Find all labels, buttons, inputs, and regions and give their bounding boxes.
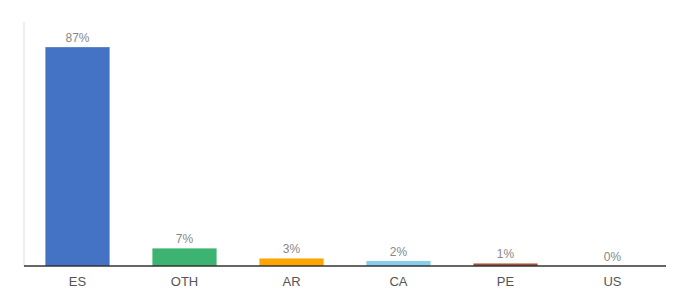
chart: 87% 7% 3% 2% 1% 0% ES OTH AR CA PE US — [0, 0, 680, 300]
data-label: 0% — [604, 250, 622, 264]
data-label: 2% — [390, 245, 408, 259]
x-tick-labels: ES OTH AR CA PE US — [69, 274, 622, 289]
data-label: 87% — [65, 31, 89, 45]
bar — [259, 258, 323, 266]
data-label: 1% — [497, 247, 515, 261]
x-tick-label: CA — [389, 274, 407, 289]
y-axis-line — [24, 22, 25, 266]
bar — [366, 261, 430, 266]
bar — [152, 248, 216, 266]
plot-area — [24, 22, 538, 266]
bar — [45, 47, 109, 266]
x-tick-label: ES — [69, 274, 87, 289]
bars — [45, 47, 537, 266]
chart-container: 87% 7% 3% 2% 1% 0% ES OTH AR CA PE US — [0, 0, 680, 300]
data-label: 3% — [283, 242, 301, 256]
x-tick-label: AR — [282, 274, 300, 289]
x-tick-label: US — [603, 274, 621, 289]
x-axis-line — [24, 265, 666, 267]
x-tick-label: PE — [497, 274, 515, 289]
x-tick-label: OTH — [171, 274, 198, 289]
data-label: 7% — [176, 232, 194, 246]
data-labels: 87% 7% 3% 2% 1% 0% — [65, 31, 621, 264]
